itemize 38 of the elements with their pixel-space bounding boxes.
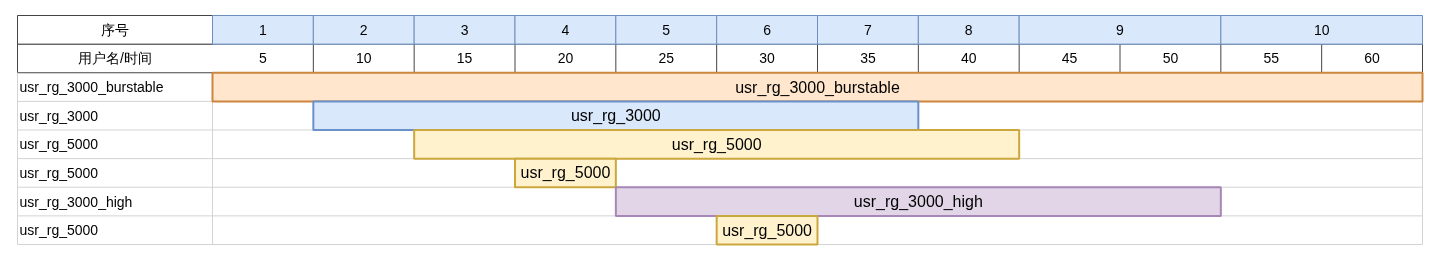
y-tick-label: usr_rg_5000 bbox=[19, 164, 99, 181]
y-tick-label: usr_rg_3000_high bbox=[19, 193, 133, 210]
text: 10 bbox=[1313, 21, 1330, 38]
y-tick-label: usr_rg_5000 bbox=[19, 222, 99, 239]
category-label: usr_rg_5000 bbox=[722, 221, 813, 239]
text: 1 bbox=[259, 21, 268, 38]
category-label: usr_rg_3000_burstable bbox=[735, 78, 900, 96]
x-tick-label: 10 bbox=[355, 50, 372, 67]
bar bbox=[614, 186, 1222, 217]
category-label: usr_rg_3000 bbox=[570, 107, 661, 125]
text: 5 bbox=[662, 21, 671, 38]
category-label: usr_rg_5000 bbox=[520, 164, 611, 182]
text: 2 bbox=[359, 21, 368, 38]
x-tick-label: 60 bbox=[1364, 50, 1381, 67]
text: 8 bbox=[964, 21, 973, 38]
x-tick-label: 20 bbox=[557, 50, 574, 67]
text: 3 bbox=[460, 21, 469, 38]
bar bbox=[312, 100, 920, 131]
x-tick-label: 45 bbox=[1061, 50, 1078, 67]
y-tick-label: usr_rg_3000 bbox=[19, 107, 99, 124]
x-axis-title: 用户名/时间 bbox=[78, 50, 152, 67]
x-tick-label: 35 bbox=[860, 50, 876, 67]
x2-axis-title: 序号 bbox=[101, 21, 129, 38]
x-tick-label: 50 bbox=[1162, 50, 1179, 67]
y-tick-label: usr_rg_5000 bbox=[19, 136, 99, 153]
text: 9 bbox=[1116, 21, 1125, 38]
x-tick-label: 30 bbox=[759, 50, 776, 67]
x-tick-label: 15 bbox=[456, 50, 473, 67]
text: 7 bbox=[864, 21, 873, 38]
x-tick-label: 40 bbox=[960, 50, 977, 67]
text: 6 bbox=[763, 21, 772, 38]
y-tick-label: usr_rg_3000_burstable bbox=[19, 79, 164, 96]
x-tick-label: 55 bbox=[1263, 50, 1280, 67]
category-label: usr_rg_5000 bbox=[671, 135, 762, 153]
text: 4 bbox=[561, 21, 570, 38]
x-tick-label: 25 bbox=[658, 50, 675, 67]
x-tick-label: 5 bbox=[259, 50, 268, 67]
category-label: usr_rg_3000_high bbox=[853, 193, 983, 211]
